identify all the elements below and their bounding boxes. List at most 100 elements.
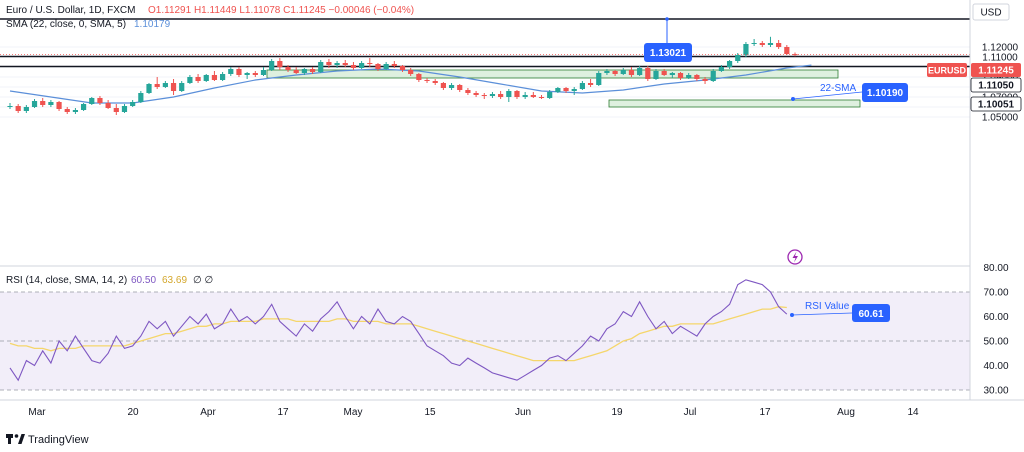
candle[interactable] [195, 74, 201, 83]
candle[interactable] [130, 100, 136, 107]
candle[interactable] [538, 95, 545, 99]
candle[interactable] [277, 58, 283, 70]
candle[interactable] [170, 79, 177, 95]
rsi-pane[interactable] [0, 279, 970, 391]
candle[interactable] [48, 100, 54, 107]
candle[interactable] [514, 90, 520, 99]
candle[interactable] [547, 90, 553, 99]
candle[interactable] [489, 92, 496, 98]
candles[interactable] [7, 36, 798, 115]
candle[interactable] [498, 91, 504, 99]
candle[interactable] [105, 100, 111, 109]
candle[interactable] [669, 72, 675, 78]
candle[interactable] [97, 96, 103, 105]
candle[interactable] [735, 53, 741, 63]
candle[interactable] [244, 72, 250, 79]
candle[interactable] [56, 101, 62, 111]
candle[interactable] [269, 59, 275, 71]
sma-tag[interactable] [862, 83, 908, 102]
time-axis-ticks[interactable]: Mar 20 Apr 17 May 15 Jun 19 Jul 17 Aug 14 [28, 407, 919, 418]
candle[interactable] [424, 78, 430, 83]
candle[interactable] [40, 98, 46, 107]
eurusd-symbol-tag[interactable] [927, 63, 967, 77]
candle[interactable] [759, 41, 765, 47]
candle[interactable] [661, 69, 667, 76]
candle[interactable] [628, 67, 635, 77]
candle[interactable] [121, 104, 128, 113]
candle[interactable] [154, 77, 160, 89]
candle[interactable] [694, 74, 700, 81]
candle[interactable] [506, 89, 512, 102]
candle[interactable] [113, 104, 119, 115]
candle[interactable] [326, 59, 332, 68]
candle[interactable] [236, 67, 242, 77]
upper-zone[interactable] [266, 69, 839, 79]
candle[interactable] [718, 65, 725, 72]
candle[interactable] [285, 65, 291, 72]
candle[interactable] [440, 82, 446, 90]
candle[interactable] [138, 91, 144, 103]
candle[interactable] [391, 61, 397, 68]
candle[interactable] [465, 88, 471, 95]
candle[interactable] [686, 73, 692, 79]
peak-tag[interactable] [644, 43, 692, 62]
candle[interactable] [677, 72, 684, 80]
candle[interactable] [416, 73, 422, 82]
candle[interactable] [23, 105, 29, 113]
level-1-tag[interactable] [970, 77, 1022, 93]
lightning-icon[interactable] [787, 249, 803, 265]
candle[interactable] [367, 58, 373, 67]
candle[interactable] [7, 103, 13, 109]
candle[interactable] [743, 42, 749, 57]
candle[interactable] [579, 81, 585, 90]
candle[interactable] [620, 68, 626, 75]
candle[interactable] [260, 67, 267, 76]
candle[interactable] [179, 81, 185, 92]
candle[interactable] [383, 62, 389, 70]
candle[interactable] [228, 67, 234, 76]
candle[interactable] [776, 40, 782, 49]
candle[interactable] [80, 103, 87, 111]
candle[interactable] [318, 60, 324, 73]
candle[interactable] [408, 68, 414, 76]
candle[interactable] [481, 93, 487, 99]
candle[interactable] [252, 71, 258, 77]
candle[interactable] [203, 74, 209, 82]
eurusd-price-tag[interactable] [971, 63, 1021, 77]
price-pane[interactable] [0, 18, 970, 118]
candle[interactable] [726, 60, 733, 69]
candle[interactable] [89, 97, 95, 105]
candle[interactable] [457, 84, 463, 92]
candle[interactable] [220, 72, 226, 81]
candle[interactable] [555, 87, 561, 93]
candle[interactable] [710, 69, 716, 82]
candle[interactable] [375, 63, 381, 71]
candle[interactable] [522, 92, 528, 99]
candle[interactable] [653, 69, 659, 80]
rsi-axis-ticks[interactable]: 80.00 70.00 60.00 50.00 40.00 30.00 [983, 263, 1008, 397]
candle[interactable] [399, 65, 406, 72]
candle[interactable] [571, 87, 577, 95]
candle[interactable] [211, 71, 218, 81]
candle[interactable] [702, 77, 708, 84]
candle[interactable] [530, 92, 536, 98]
candle[interactable] [187, 75, 193, 84]
lower-zone[interactable] [608, 99, 861, 108]
candle[interactable] [359, 61, 365, 69]
candle[interactable] [162, 81, 168, 88]
candle[interactable] [31, 99, 38, 108]
candle[interactable] [350, 62, 357, 70]
candle[interactable] [784, 45, 790, 55]
candle[interactable] [309, 67, 316, 74]
candle[interactable] [342, 60, 348, 67]
candle[interactable] [15, 104, 21, 113]
candle[interactable] [612, 70, 618, 76]
candle[interactable] [587, 79, 594, 87]
candle[interactable] [645, 66, 651, 81]
candle[interactable] [293, 67, 299, 74]
candle[interactable] [596, 71, 602, 86]
candle[interactable] [767, 36, 774, 47]
candle[interactable] [751, 39, 757, 46]
candle[interactable] [72, 108, 79, 114]
